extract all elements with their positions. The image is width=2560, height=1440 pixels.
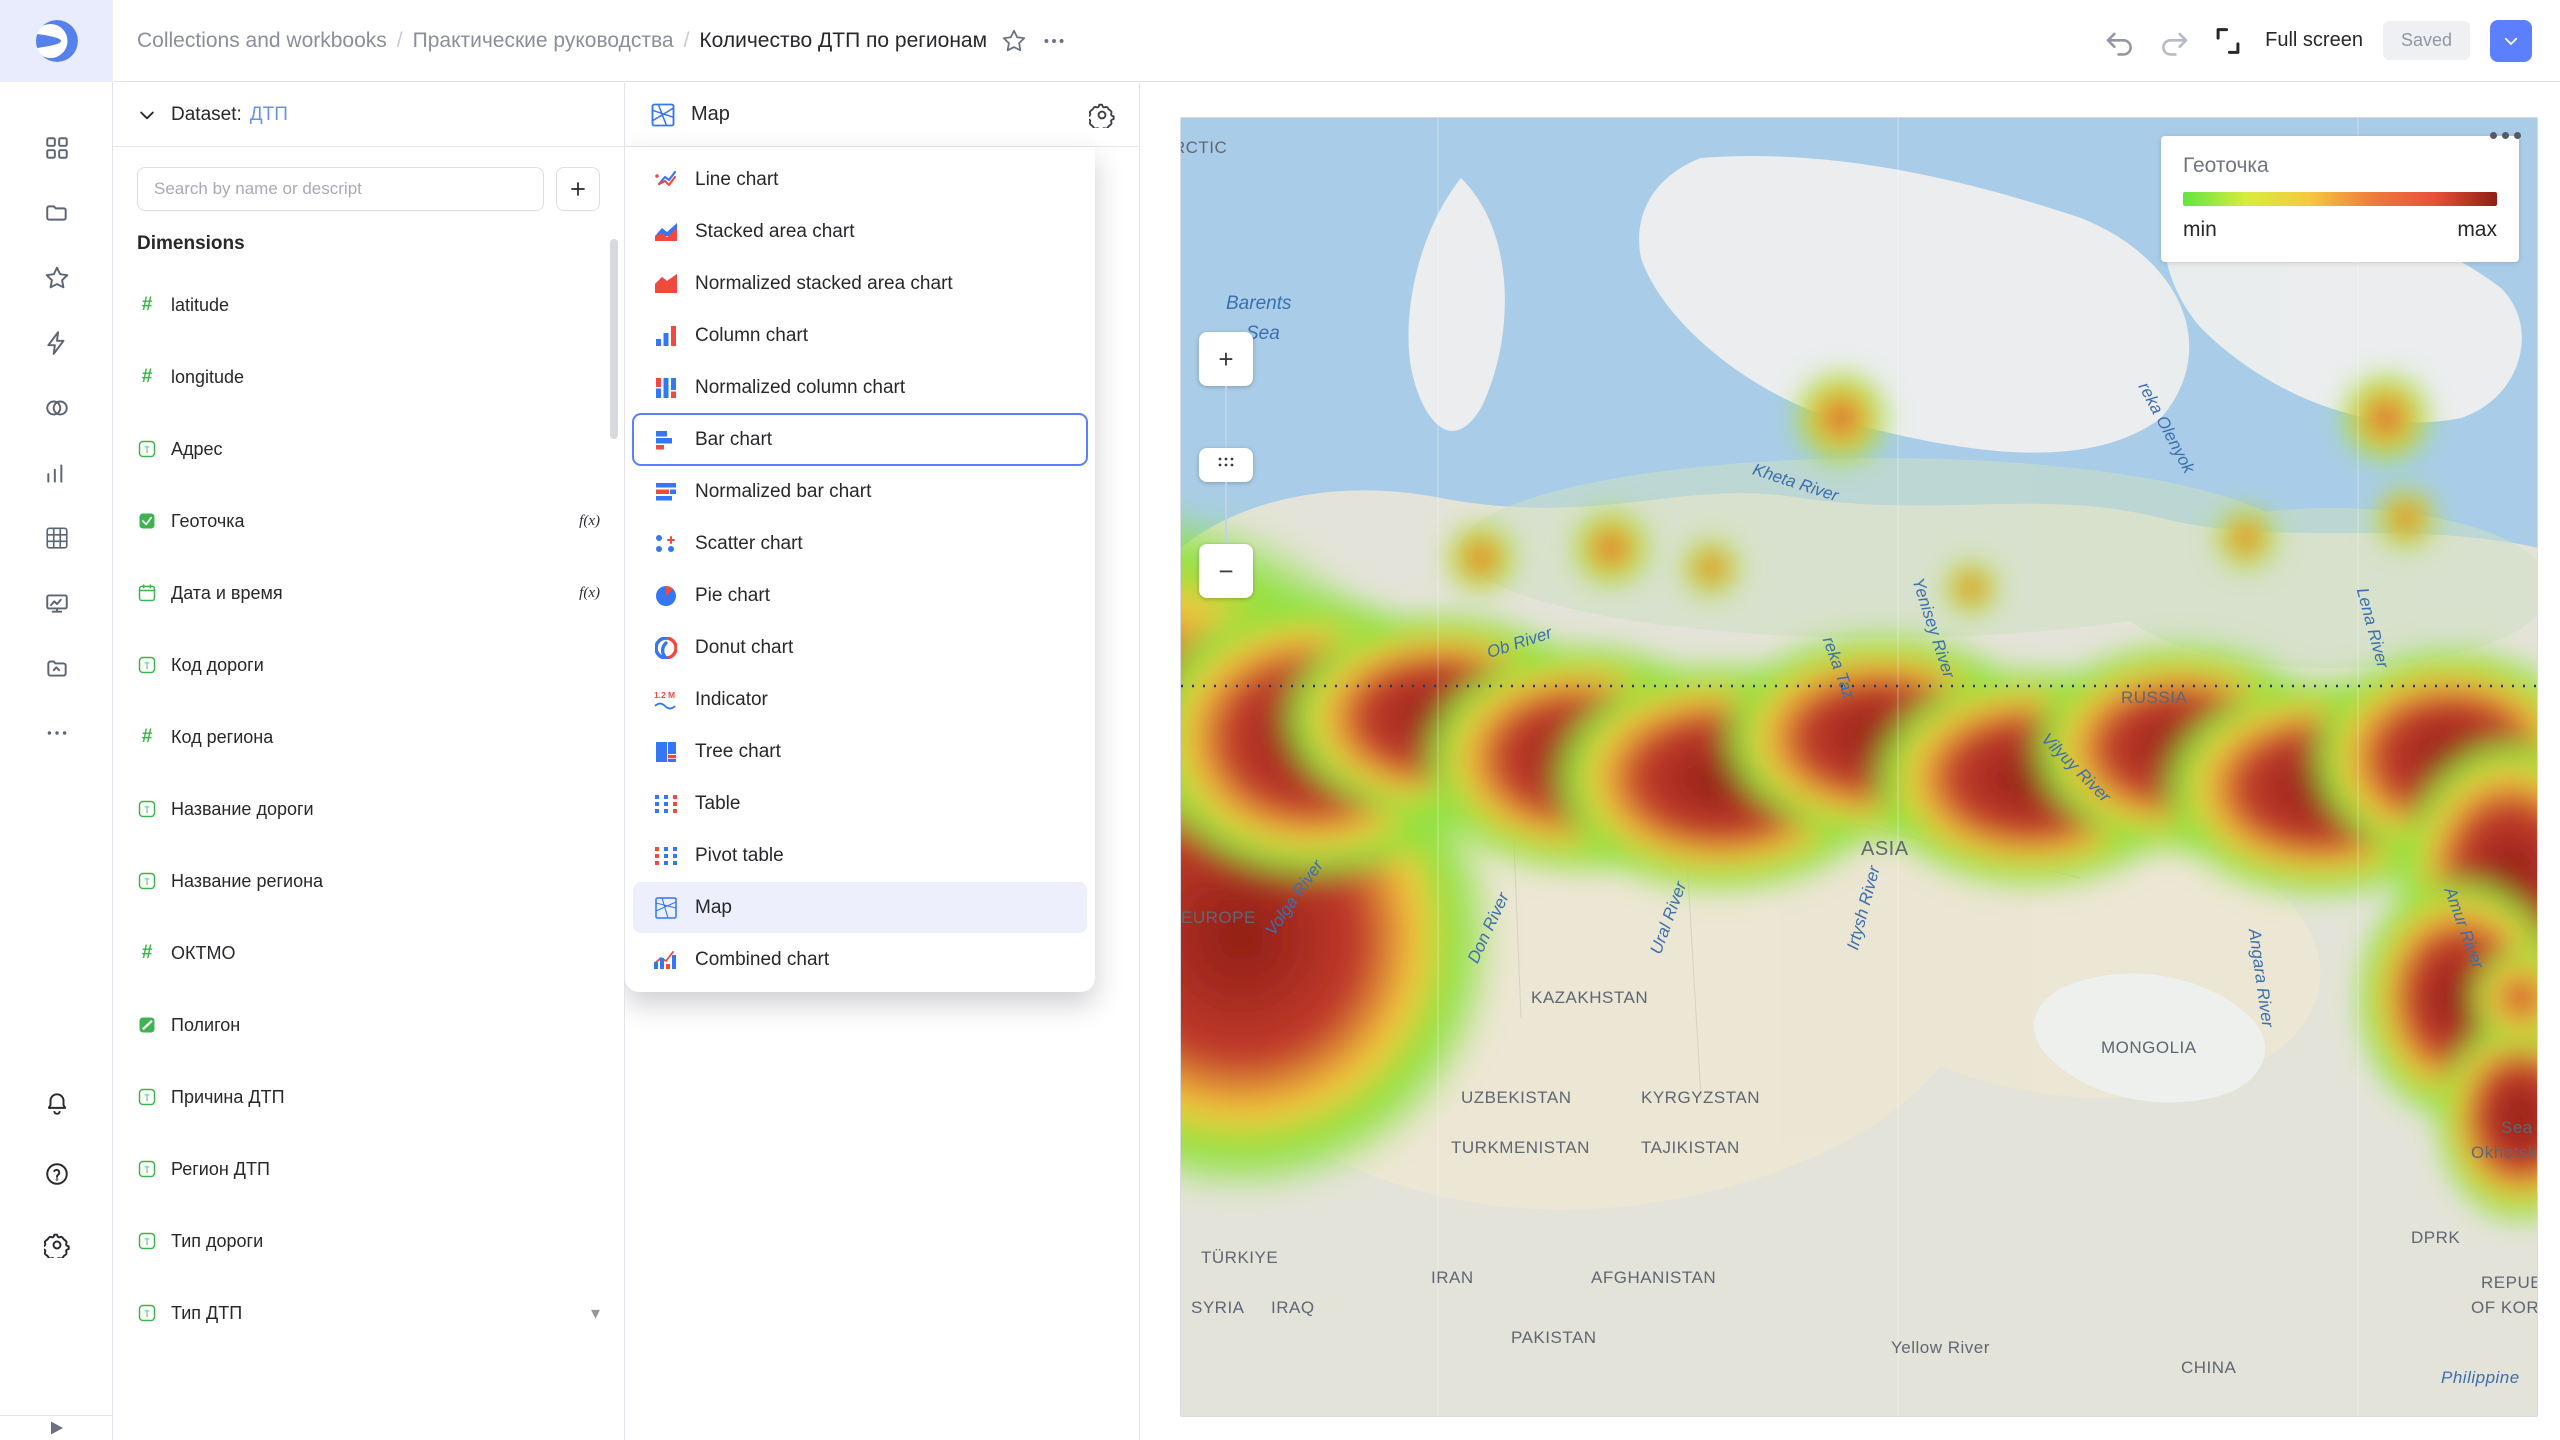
svg-text:T: T <box>144 1093 150 1103</box>
svg-text:T: T <box>144 1237 150 1247</box>
svg-text:T: T <box>144 877 150 887</box>
svg-text:M: M <box>668 690 675 700</box>
svg-text:T: T <box>144 445 150 455</box>
svg-text:T: T <box>144 1309 150 1319</box>
svg-text:1.2: 1.2 <box>654 690 666 700</box>
svg-text:T: T <box>144 805 150 815</box>
svg-text:T: T <box>144 1165 150 1175</box>
svg-text:T: T <box>144 661 150 671</box>
